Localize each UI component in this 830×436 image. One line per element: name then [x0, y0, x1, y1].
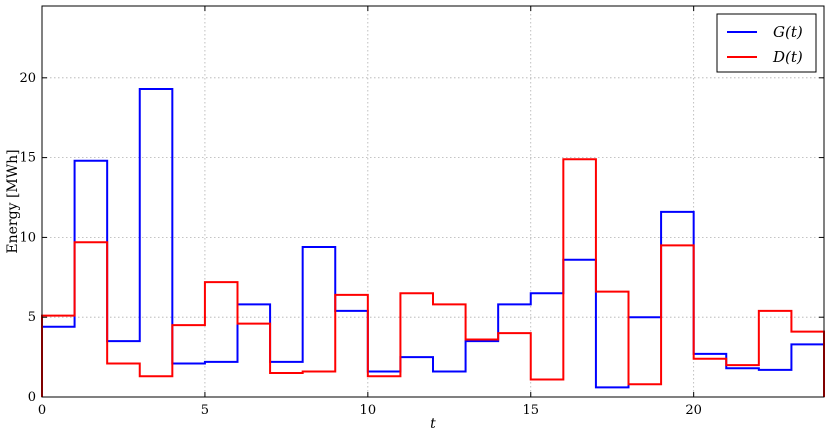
x-tick-label: 15: [522, 403, 539, 418]
y-tick-label: 20: [19, 71, 36, 86]
y-tick-label: 10: [19, 230, 36, 245]
legend-label-0: G(t): [773, 23, 803, 41]
y-tick-label: 15: [19, 151, 36, 166]
legend-box: [716, 13, 817, 73]
x-tick-label: 10: [360, 403, 377, 418]
x-tick-label: 5: [201, 403, 209, 418]
series-line-1: [41, 158, 825, 397]
grid: [41, 6, 824, 398]
series-lines: [41, 87, 825, 397]
legend: G(t) D(t): [716, 13, 817, 73]
x-tick-label: 0: [38, 403, 46, 418]
x-tick-label: 20: [685, 403, 702, 418]
y-axis-label: Energy [MWh]: [5, 149, 21, 253]
series-line-0: [41, 87, 825, 397]
y-tick-label: 5: [28, 310, 36, 325]
y-tick-label: 0: [28, 390, 36, 405]
legend-label-1: D(t): [772, 48, 803, 66]
axis-ticks: 0 5 10 15 20 0 5 10 15 20: [19, 6, 824, 418]
x-axis-label: t: [430, 416, 436, 432]
plot-frame: [41, 5, 825, 398]
